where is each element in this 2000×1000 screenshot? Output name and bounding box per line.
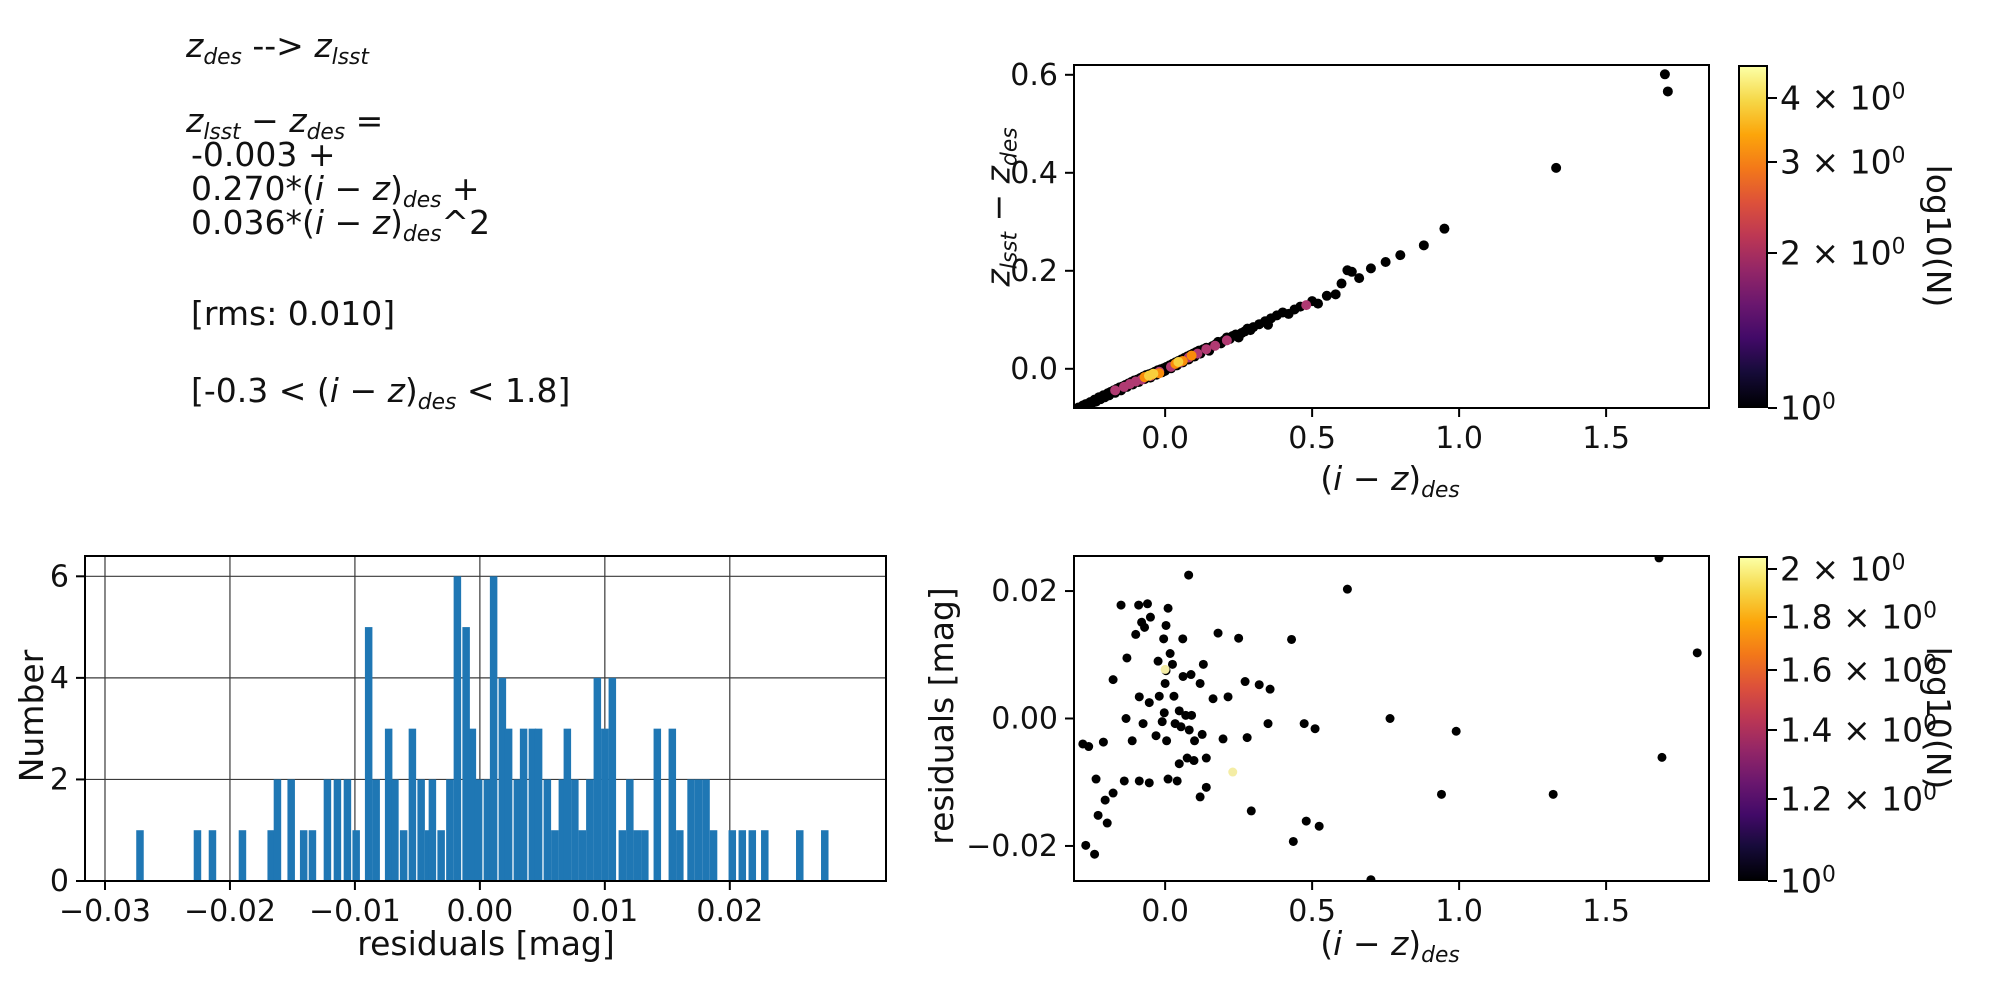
- svg-text:0.01: 0.01: [571, 894, 638, 929]
- hist-xlabel: residuals [mag]: [357, 924, 615, 963]
- svg-text:0.00: 0.00: [991, 702, 1058, 737]
- svg-text:−0.02: −0.02: [966, 829, 1058, 864]
- transform-scatter-points-black: [1074, 69, 1673, 408]
- svg-text:−0.03: −0.03: [59, 894, 151, 929]
- colorbar-top-tick: [1768, 161, 1777, 164]
- colorbar-top-tick-label: 2 × 100: [1780, 233, 1906, 273]
- svg-text:1.0: 1.0: [1435, 894, 1483, 929]
- transform-scatter-ylabel: zlsst − zdes: [978, 127, 1023, 287]
- colorbar-bottom-tick-label: 1.8 × 100: [1780, 597, 1937, 637]
- annotation-rms: [rms: 0.010]: [191, 294, 396, 333]
- colorbar-top-tick-label: 4 × 100: [1780, 78, 1906, 118]
- svg-text:−0.01: −0.01: [309, 894, 401, 929]
- colorbar-bottom-tick: [1768, 568, 1777, 571]
- residuals-scatter: 0.0 0.5 1.0 1.5 −0.02 0.00 0.02: [966, 555, 1710, 929]
- hist-ylabel: Number: [12, 649, 52, 783]
- svg-text:0.02: 0.02: [696, 894, 763, 929]
- transform-scatter-points-yellow: [1143, 356, 1184, 381]
- residuals-scatter-ylabel: residuals [mag]: [922, 587, 962, 845]
- colorbar-top-label: log10(N): [1918, 164, 1958, 308]
- residuals-scatter-points-black: [1078, 556, 1702, 881]
- colorbar-bottom-tick-label: 100: [1780, 861, 1836, 901]
- residuals-histogram: −0.03 −0.02 −0.01 0.00 0.01 0.02 0 2 4 6: [50, 555, 887, 929]
- colorbar-bottom-tick: [1768, 880, 1777, 882]
- residuals-histogram-content: [136, 576, 829, 881]
- svg-text:6: 6: [50, 559, 69, 594]
- histogram-bars: [136, 576, 829, 881]
- colorbar-top-tick-label: 100: [1780, 388, 1836, 428]
- colorbar-bottom-tick-label: 2 × 100: [1780, 549, 1906, 589]
- annotation-equation-c1: 0.270*(i − z)des +: [191, 169, 480, 213]
- transform-scatter: 0.0 0.5 1.0 1.5 0.0 0.2 0.4 0.6: [1010, 58, 1710, 456]
- colorbar-top-tick: [1768, 407, 1777, 409]
- svg-text:1.0: 1.0: [1435, 421, 1483, 456]
- residuals-scatter-xlabel: (i − z)des: [1320, 924, 1460, 968]
- annotation-equation-c2: 0.036*(i − z)des^2: [191, 203, 491, 247]
- svg-text:2: 2: [50, 762, 69, 797]
- annotation-transform-title: zdes --> zlsst: [186, 26, 369, 70]
- svg-text:0.0: 0.0: [1010, 352, 1058, 387]
- colorbar-bottom: [1738, 556, 1768, 881]
- annotation-color-range: [-0.3 < (i − z)des < 1.8]: [191, 371, 571, 415]
- svg-text:−0.02: −0.02: [184, 894, 276, 929]
- svg-text:0.4: 0.4: [1010, 156, 1058, 191]
- svg-text:0: 0: [50, 864, 69, 899]
- svg-text:0.02: 0.02: [991, 574, 1058, 609]
- transform-scatter-content: [1074, 69, 1673, 408]
- svg-text:4: 4: [50, 661, 69, 696]
- colorbar-top-tick: [1768, 252, 1777, 255]
- colorbar-bottom-tick-label: 1.6 × 100: [1780, 650, 1937, 690]
- colorbar-top-tick-label: 3 × 100: [1780, 142, 1906, 182]
- svg-text:0.0: 0.0: [1141, 894, 1189, 929]
- colorbar-bottom-tick-label: 1.2 × 100: [1780, 779, 1937, 819]
- svg-text:0.5: 0.5: [1288, 421, 1336, 456]
- annotation-equation-c0: -0.003 +: [191, 135, 336, 174]
- transform-scatter-xlabel: (i − z)des: [1320, 459, 1460, 503]
- svg-text:0.0: 0.0: [1141, 421, 1189, 456]
- colorbar-bottom-tick-label: 1.4 × 100: [1780, 710, 1937, 750]
- colorbar-bottom-tick: [1768, 798, 1777, 800]
- residuals-scatter-content: [1078, 556, 1702, 881]
- svg-text:0.00: 0.00: [446, 894, 513, 929]
- colorbar-top-tick: [1768, 97, 1777, 100]
- colorbar-bottom-tick: [1768, 728, 1777, 731]
- svg-text:0.6: 0.6: [1010, 58, 1058, 93]
- residuals-scatter-points-pale_yellow: [1160, 664, 1238, 777]
- colorbar-top: [1738, 65, 1768, 408]
- colorbar-bottom-tick: [1768, 615, 1777, 618]
- colorbar-bottom-tick: [1768, 668, 1777, 671]
- svg-text:1.5: 1.5: [1582, 421, 1630, 456]
- svg-text:0.5: 0.5: [1288, 894, 1336, 929]
- annotation-equation-lhs: zlsst − zdes =: [186, 101, 384, 145]
- svg-text:0.2: 0.2: [1010, 254, 1058, 289]
- svg-text:1.5: 1.5: [1582, 894, 1630, 929]
